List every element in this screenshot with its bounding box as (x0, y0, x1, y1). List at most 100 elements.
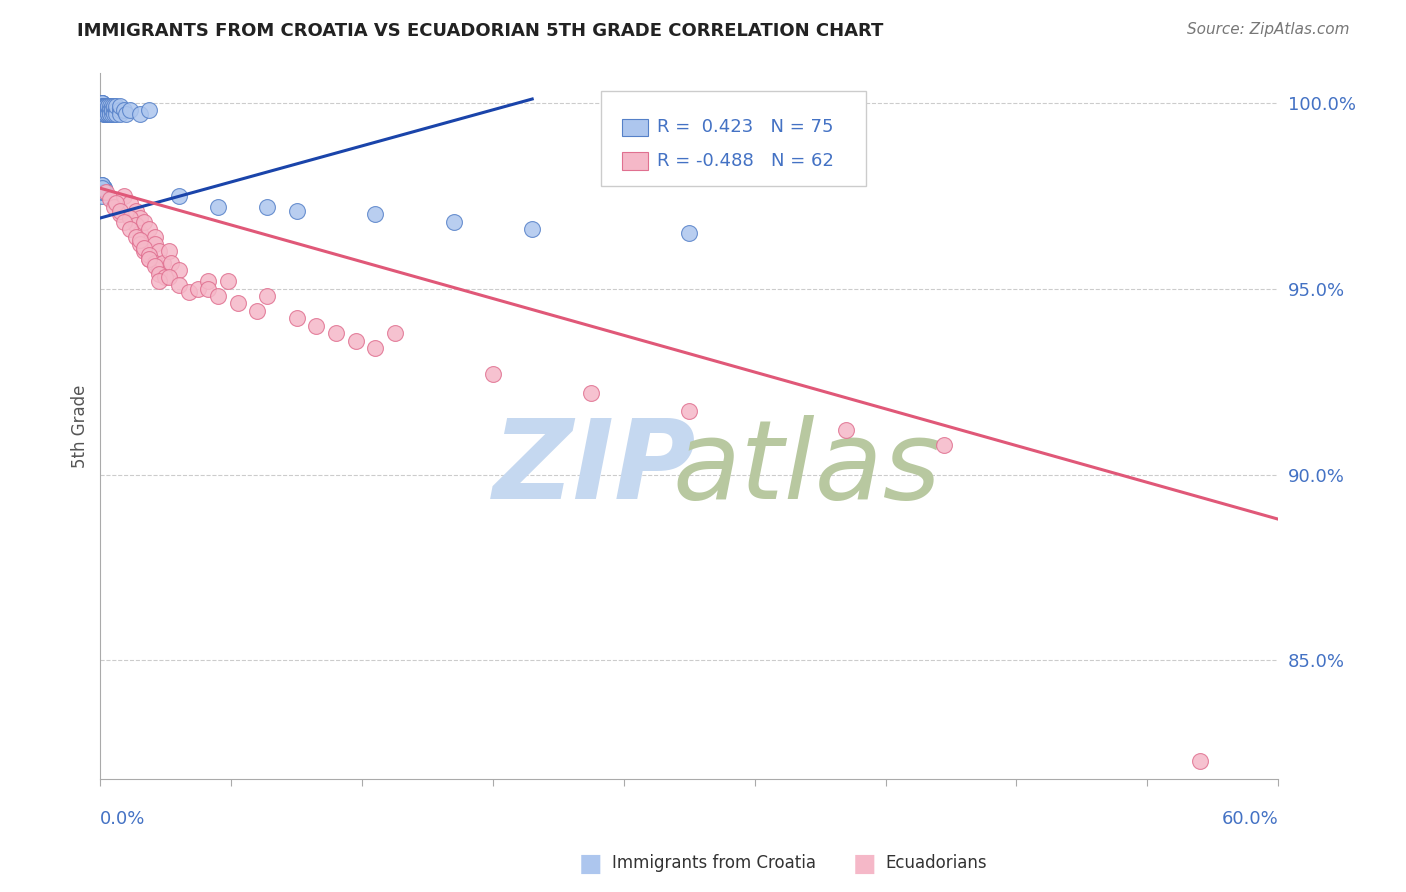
Point (138, 103, 160, 117)
Point (934, 438, 956, 452)
Point (143, 260, 166, 274)
Point (98, 193, 121, 207)
Point (285, 203, 308, 218)
Point (101, 103, 124, 117)
Point (132, 244, 155, 259)
Point (125, 203, 148, 218)
Point (125, 219, 148, 233)
Point (96, 107, 118, 121)
Point (96, 99, 118, 113)
Point (105, 107, 128, 121)
Point (93, 103, 115, 117)
Point (91, 103, 114, 117)
Point (160, 255, 183, 269)
Point (579, 385, 602, 400)
Point (93, 181, 115, 195)
Point (152, 255, 174, 269)
Point (91, 99, 114, 113)
Point (482, 367, 505, 381)
Point (1188, 754, 1211, 768)
Point (138, 252, 160, 266)
Point (96, 103, 118, 117)
Point (443, 215, 465, 229)
Point (143, 237, 166, 252)
Point (148, 267, 170, 281)
Text: ZIP: ZIP (494, 415, 697, 522)
Point (157, 270, 180, 285)
Point (91, 99, 114, 113)
Point (97, 103, 120, 117)
Point (91, 99, 114, 113)
Point (97, 99, 120, 113)
Point (678, 404, 700, 418)
Point (118, 103, 141, 117)
Point (148, 263, 170, 277)
Point (118, 211, 141, 225)
Point (177, 285, 200, 300)
Point (112, 188, 135, 202)
Text: R = -0.488   N = 62: R = -0.488 N = 62 (658, 153, 834, 170)
Point (226, 296, 249, 310)
Point (138, 252, 160, 266)
Point (217, 274, 239, 288)
FancyBboxPatch shape (600, 91, 866, 186)
Point (103, 200, 125, 214)
Point (96, 103, 118, 117)
Point (91, 178, 114, 192)
Text: ■: ■ (579, 852, 602, 875)
Point (91, 95, 114, 110)
Point (93, 99, 115, 113)
Point (112, 103, 135, 117)
Point (96, 103, 118, 117)
Point (96, 99, 118, 113)
Point (167, 277, 190, 292)
Point (93, 181, 115, 195)
Point (128, 237, 150, 252)
Point (835, 423, 858, 437)
Point (91, 181, 114, 195)
Point (91, 95, 114, 110)
FancyBboxPatch shape (621, 153, 648, 170)
Point (125, 229, 148, 244)
Point (97, 103, 120, 117)
Point (108, 103, 131, 117)
Point (91, 99, 114, 113)
Point (207, 289, 229, 303)
Point (256, 200, 278, 214)
Point (101, 107, 124, 121)
Text: 0.0%: 0.0% (100, 810, 146, 828)
Point (148, 244, 170, 259)
Point (138, 222, 160, 236)
Point (105, 103, 128, 117)
Point (118, 222, 141, 236)
Point (143, 229, 166, 244)
Point (325, 326, 347, 341)
Point (97, 99, 120, 113)
Point (128, 211, 150, 225)
Point (128, 233, 150, 247)
Text: ■: ■ (853, 852, 876, 875)
Point (364, 207, 387, 221)
Point (115, 107, 138, 121)
Point (105, 99, 128, 113)
Point (153, 270, 176, 285)
Point (128, 226, 150, 240)
Point (112, 215, 135, 229)
Point (103, 99, 125, 113)
Text: R =  0.423   N = 75: R = 0.423 N = 75 (658, 119, 834, 136)
FancyBboxPatch shape (621, 119, 648, 136)
Text: 60.0%: 60.0% (1222, 810, 1278, 828)
Point (522, 222, 544, 236)
Point (93, 185, 115, 199)
Point (148, 274, 170, 288)
Text: Ecuadorians: Ecuadorians (886, 855, 987, 872)
Point (96, 185, 118, 199)
Point (678, 226, 700, 240)
Point (98, 107, 121, 121)
Point (96, 107, 118, 121)
Point (93, 99, 115, 113)
Text: Source: ZipAtlas.com: Source: ZipAtlas.com (1187, 22, 1350, 37)
Point (91, 103, 114, 117)
Point (108, 207, 131, 221)
Point (187, 282, 209, 296)
